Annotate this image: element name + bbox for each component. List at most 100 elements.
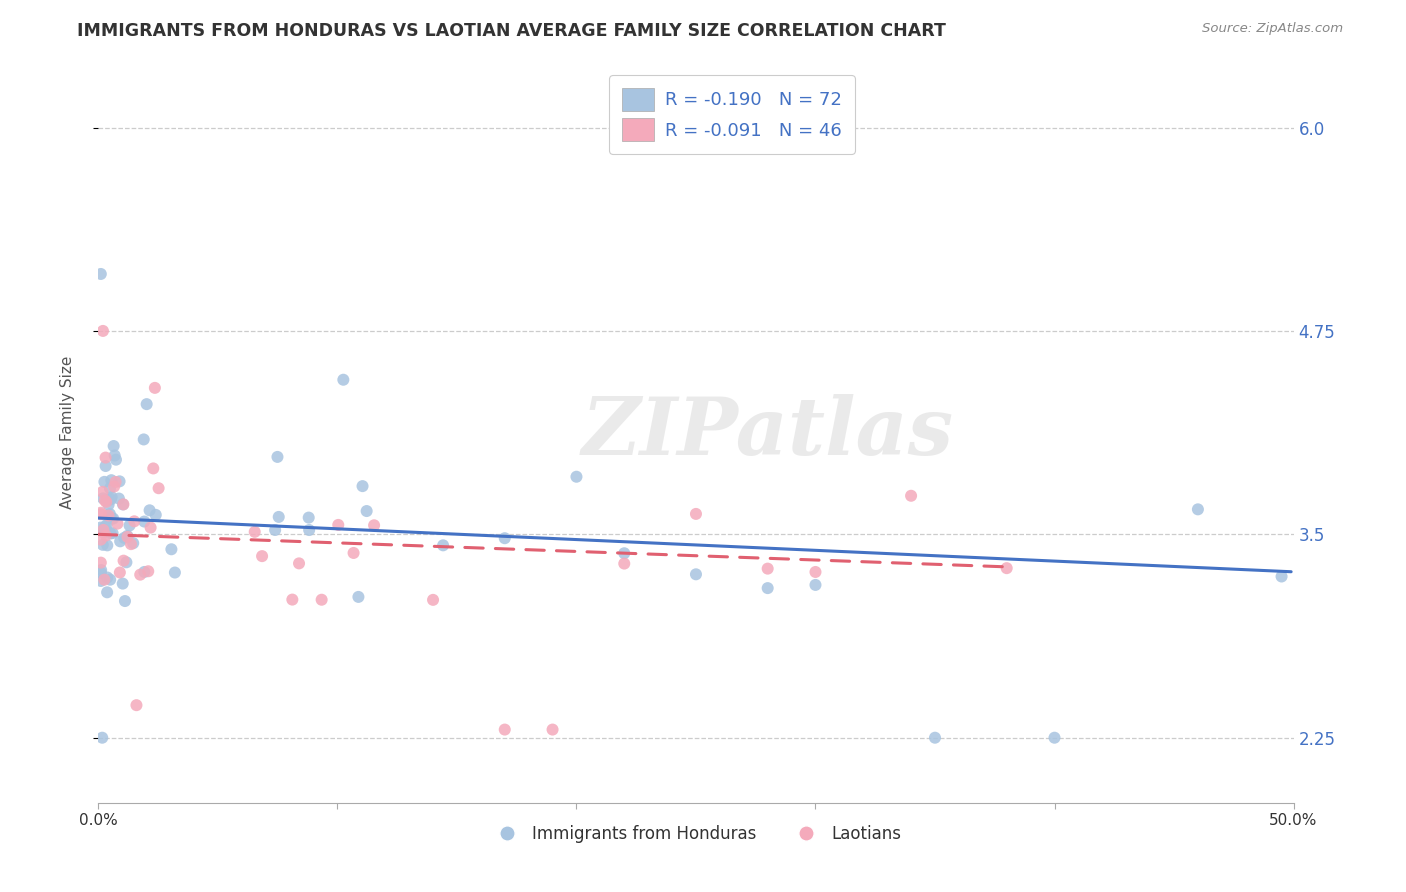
- Point: [163, 566, 186, 580]
- Point: [363, 518, 385, 533]
- Point: [756, 581, 779, 595]
- Legend: Immigrants from Honduras, Laotians: Immigrants from Honduras, Laotians: [484, 819, 908, 850]
- Point: [98, 510, 121, 524]
- Point: [352, 479, 374, 493]
- Point: [108, 491, 131, 506]
- Point: [995, 561, 1018, 575]
- Point: [108, 475, 131, 489]
- Point: [132, 433, 155, 447]
- Point: [138, 503, 160, 517]
- Point: [91, 484, 114, 499]
- Point: [112, 531, 135, 545]
- Point: [108, 534, 131, 549]
- Point: [112, 554, 135, 568]
- Point: [115, 555, 138, 569]
- Point: [328, 517, 350, 532]
- Point: [342, 546, 364, 560]
- Point: [298, 510, 321, 524]
- Point: [93, 475, 115, 489]
- Point: [94, 528, 117, 542]
- Point: [432, 538, 454, 552]
- Y-axis label: Average Family Size: Average Family Size: [60, 356, 75, 509]
- Point: [160, 542, 183, 557]
- Point: [134, 515, 156, 529]
- Point: [347, 590, 370, 604]
- Text: IMMIGRANTS FROM HONDURAS VS LAOTIAN AVERAGE FAMILY SIZE CORRELATION CHART: IMMIGRANTS FROM HONDURAS VS LAOTIAN AVER…: [77, 22, 946, 40]
- Point: [94, 520, 117, 534]
- Point: [613, 557, 636, 571]
- Point: [100, 490, 122, 504]
- Point: [134, 565, 156, 579]
- Point: [90, 556, 112, 570]
- Point: [104, 449, 127, 463]
- Point: [422, 592, 444, 607]
- Point: [136, 564, 159, 578]
- Point: [100, 511, 122, 525]
- Point: [924, 731, 946, 745]
- Point: [124, 514, 146, 528]
- Point: [900, 489, 922, 503]
- Point: [104, 475, 127, 489]
- Point: [1187, 502, 1209, 516]
- Point: [93, 523, 115, 537]
- Point: [96, 495, 118, 509]
- Point: [250, 549, 273, 563]
- Text: Source: ZipAtlas.com: Source: ZipAtlas.com: [1202, 22, 1343, 36]
- Point: [108, 566, 131, 580]
- Point: [90, 520, 112, 534]
- Point: [94, 493, 117, 508]
- Point: [494, 531, 516, 545]
- Point: [97, 508, 120, 523]
- Point: [494, 723, 516, 737]
- Point: [125, 698, 148, 713]
- Point: [114, 594, 136, 608]
- Point: [97, 493, 120, 508]
- Point: [98, 507, 121, 521]
- Point: [332, 373, 354, 387]
- Point: [90, 563, 112, 577]
- Point: [90, 566, 112, 580]
- Point: [685, 567, 707, 582]
- Point: [94, 450, 117, 465]
- Point: [311, 592, 333, 607]
- Point: [93, 523, 115, 537]
- Point: [90, 574, 112, 588]
- Point: [91, 324, 114, 338]
- Point: [135, 397, 157, 411]
- Point: [541, 723, 564, 737]
- Point: [129, 567, 152, 582]
- Point: [103, 439, 125, 453]
- Point: [100, 473, 122, 487]
- Point: [94, 458, 117, 473]
- Point: [267, 510, 290, 524]
- Point: [120, 537, 142, 551]
- Point: [104, 452, 127, 467]
- Point: [148, 481, 170, 495]
- Point: [91, 538, 114, 552]
- Point: [804, 565, 827, 579]
- Text: ZIPatlas: ZIPatlas: [582, 394, 953, 471]
- Point: [93, 573, 115, 587]
- Point: [111, 498, 134, 512]
- Point: [91, 731, 114, 745]
- Point: [100, 526, 122, 541]
- Point: [685, 507, 707, 521]
- Point: [90, 506, 112, 520]
- Point: [97, 498, 120, 512]
- Point: [139, 520, 162, 534]
- Point: [281, 592, 304, 607]
- Point: [93, 525, 115, 540]
- Point: [90, 267, 112, 281]
- Point: [145, 508, 167, 522]
- Point: [1043, 731, 1066, 745]
- Point: [103, 479, 125, 493]
- Point: [266, 450, 288, 464]
- Point: [103, 511, 125, 525]
- Point: [100, 492, 122, 507]
- Point: [98, 573, 121, 587]
- Point: [117, 530, 139, 544]
- Point: [111, 576, 134, 591]
- Point: [1271, 569, 1294, 583]
- Point: [90, 533, 112, 547]
- Point: [298, 523, 321, 537]
